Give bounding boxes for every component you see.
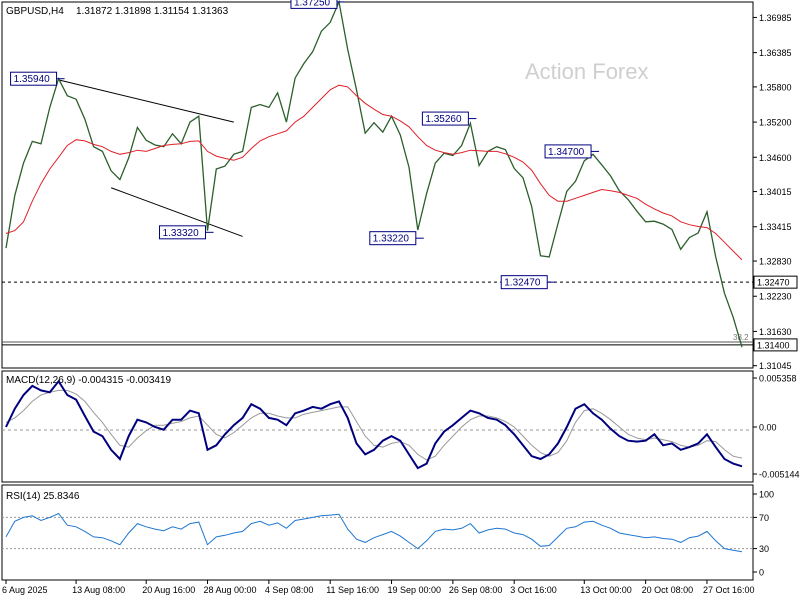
time-axis-label: 28 Aug 00:00 [204, 585, 257, 595]
svg-text:1.34700: 1.34700 [548, 147, 585, 158]
swing-point-label: 1.33220 [369, 231, 424, 246]
time-axis-label: 27 Oct 16:00 [703, 585, 755, 595]
svg-text:1.32470: 1.32470 [757, 278, 790, 288]
rsi-title: RSI(14) 25.8346 [6, 491, 80, 502]
macd-axis-label: -0.005144 [759, 470, 800, 480]
rsi-pane: RSI(14) 25.8346 100 70 30 0 [1, 484, 774, 581]
svg-text:1.35260: 1.35260 [425, 114, 462, 125]
time-axis-label: 13 Oct 00:00 [580, 585, 632, 595]
time-axis-label: 4 Sep 08:00 [265, 585, 314, 595]
price-axis-label: 1.31630 [759, 327, 792, 337]
ohlc-values: 1.31872 1.31898 1.31154 1.31363 [76, 6, 229, 17]
time-axis-label: 20 Aug 16:00 [142, 585, 195, 595]
rsi-axis-label: 0 [759, 568, 764, 578]
time-axis: 6 Aug 2025 13 Aug 08:00 20 Aug 16:00 28 Aug… [2, 580, 754, 595]
price-axis-label: 1.36385 [759, 48, 792, 58]
chart-title: GBPUSD,H4 [6, 6, 64, 17]
price-series-line [5, 0, 743, 348]
time-axis-label: 3 Oct 16:00 [510, 585, 557, 595]
swing-point-label: 1.32470 [500, 275, 556, 290]
moving-average-line [5, 84, 743, 261]
time-axis-label: 6 Aug 2025 [2, 585, 48, 595]
svg-text:1.33220: 1.33220 [373, 234, 410, 245]
price-axis-label: 1.31045 [759, 361, 792, 371]
swing-point-label: 1.37250 [290, 0, 345, 9]
price-pane: GBPUSD,H4 1.31872 1.31898 1.31154 1.3136… [1, 0, 798, 371]
trendline [58, 79, 234, 123]
price-axis-label: 1.34015 [759, 187, 792, 197]
macd-title: MACD(12,26,9) -0.004315 -0.003419 [6, 375, 172, 386]
time-axis-label: 13 Aug 08:00 [72, 585, 125, 595]
fibo-level-label: 38.2 [733, 333, 749, 342]
swing-point-label: 1.33320 [159, 225, 214, 240]
svg-text:1.37250: 1.37250 [294, 0, 331, 8]
price-axis-label: 1.32230 [759, 292, 792, 302]
time-axis-label: 19 Sep 00:00 [388, 585, 442, 595]
macd-pane: MACD(12,26,9) -0.004315 -0.003419 0.0053… [1, 370, 800, 483]
price-level-tag: 1.31400 [753, 338, 798, 352]
time-axis-label: 26 Sep 08:00 [449, 585, 503, 595]
swing-point-label: 1.35260 [421, 111, 477, 126]
swing-point-label: 1.34700 [544, 144, 600, 159]
price-axis-label: 1.33415 [759, 222, 792, 232]
rsi-axis-label: 70 [759, 513, 769, 523]
macd-signal-line [5, 389, 743, 461]
svg-text:1.32470: 1.32470 [504, 278, 541, 289]
rsi-axis-label: 100 [759, 490, 774, 500]
price-axis-label: 1.35200 [759, 118, 792, 128]
time-axis-label: 20 Oct 08:00 [642, 585, 694, 595]
price-axis-label: 1.35800 [759, 82, 792, 92]
macd-line [5, 379, 743, 470]
svg-text:1.31400: 1.31400 [757, 340, 790, 350]
rsi-axis-label: 30 [759, 544, 769, 554]
time-axis-label: 11 Sep 16:00 [326, 585, 379, 595]
price-axis-label: 1.32830 [759, 257, 792, 267]
svg-text:1.33320: 1.33320 [163, 228, 200, 239]
price-level-tag: 1.32470 [753, 275, 798, 289]
trendline [110, 187, 243, 237]
svg-text:1.35940: 1.35940 [14, 74, 51, 85]
rsi-line [5, 512, 743, 553]
price-axis-label: 1.36985 [759, 13, 792, 23]
macd-axis-label: 0.00 [759, 423, 777, 433]
swing-point-label: 1.35940 [10, 71, 65, 86]
price-axis-label: 1.34600 [759, 153, 792, 163]
macd-axis-label: 0.005358 [759, 374, 797, 384]
watermark: Action Forex [525, 59, 649, 84]
